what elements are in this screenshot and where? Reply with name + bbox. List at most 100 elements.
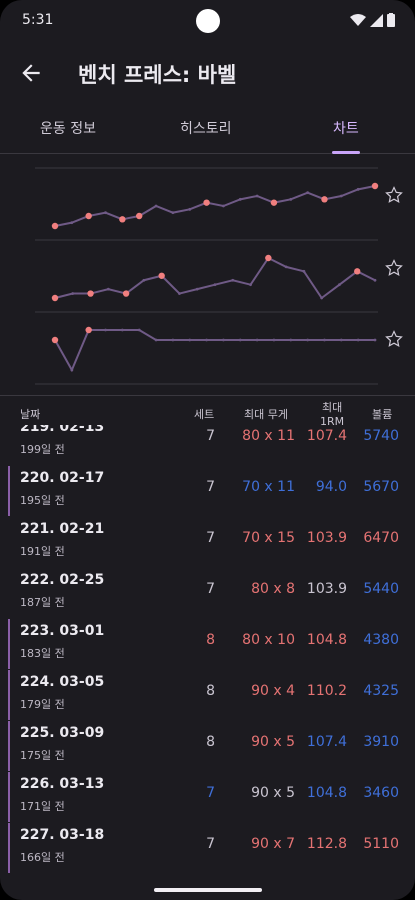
row-days-ago: 191일 전	[20, 545, 65, 558]
chart-point	[255, 338, 259, 342]
row-volume: 3910	[363, 734, 399, 750]
status-icons	[350, 13, 395, 27]
table-row[interactable]: 225. 03-09 175일 전 8 90 x 5 107.4 3910	[0, 721, 415, 771]
row-max-weight: 90 x 5	[251, 734, 295, 750]
star-outline-icon[interactable]	[385, 330, 403, 348]
row-date: 222. 02-25	[20, 572, 105, 588]
row-volume: 5110	[363, 836, 399, 852]
row-max-1rm: 94.0	[315, 479, 347, 495]
table-row[interactable]: 224. 03-05 179일 전 8 90 x 4 110.2 4325	[0, 670, 415, 720]
row-accent-bar	[8, 721, 10, 771]
table-row[interactable]: 227. 03-18 166일 전 7 90 x 7 112.8 5110	[0, 823, 415, 873]
row-max-1rm: 107.4	[306, 428, 347, 444]
header-volume: 볼륨	[372, 408, 393, 421]
charts-svg	[35, 167, 379, 385]
row-days-ago: 199일 전	[20, 443, 65, 456]
row-sets: 8	[206, 683, 215, 699]
row-volume: 6470	[363, 530, 399, 546]
row-volume: 3460	[363, 785, 399, 801]
row-sets: 7	[206, 581, 215, 597]
row-sets: 7	[206, 785, 215, 801]
chart-point	[272, 338, 276, 342]
tab-indicator	[332, 151, 360, 154]
chart-point	[87, 290, 94, 297]
row-days-ago: 195일 전	[20, 494, 65, 507]
header-sets: 세트	[194, 408, 215, 421]
row-sets: 7	[206, 428, 215, 444]
row-accent-bar	[8, 466, 10, 516]
table-row[interactable]: 222. 02-25 187일 전 7 80 x 8 103.9 5440	[0, 568, 415, 618]
chart-point	[222, 204, 225, 208]
chart-point	[51, 336, 59, 344]
table-row[interactable]: 221. 02-21 191일 전 7 70 x 15 103.9 6470	[0, 517, 415, 567]
row-date: 221. 02-21	[20, 521, 105, 537]
chart-series-line	[54, 185, 376, 227]
row-max-weight: 70 x 11	[242, 479, 295, 495]
chart-point	[106, 287, 110, 291]
chart-point	[104, 328, 107, 332]
row-accent-bar	[8, 619, 10, 669]
table-row[interactable]: 223. 03-01 183일 전 8 80 x 10 104.8 4380	[0, 619, 415, 669]
row-days-ago: 171일 전	[20, 800, 65, 813]
chart-point	[339, 194, 343, 198]
tab-bar: 운동 정보 히스토리 차트	[0, 108, 415, 154]
row-max-1rm: 103.9	[306, 530, 347, 546]
row-max-weight: 80 x 10	[242, 632, 295, 648]
chart-point	[188, 207, 192, 211]
chart-point	[142, 278, 146, 282]
chart-point	[238, 197, 242, 201]
chart-point	[249, 283, 252, 287]
header-date: 날짜	[20, 408, 41, 421]
chart-point	[320, 296, 324, 300]
chart-series-line	[54, 329, 375, 373]
status-time: 5:31	[22, 12, 54, 28]
chart-point	[136, 212, 143, 220]
header-max-1rm: 최대	[322, 401, 343, 414]
row-max-1rm: 103.9	[306, 581, 347, 597]
chart-point	[213, 283, 217, 287]
camera-cutout	[196, 9, 220, 33]
chart-point	[178, 292, 181, 295]
tab-chart[interactable]: 차트	[333, 121, 359, 137]
arrow-back-icon[interactable]	[18, 60, 44, 86]
chart-point	[373, 278, 377, 282]
chart-point	[71, 292, 75, 295]
chart-point	[188, 338, 192, 342]
star-outline-icon[interactable]	[385, 186, 403, 204]
row-sets: 7	[206, 836, 215, 852]
tab-exercise-info[interactable]: 운동 정보	[40, 121, 96, 137]
row-accent-bar	[8, 772, 10, 822]
chart-point	[203, 199, 210, 206]
table-header: 날짜 세트 최대 무게 최대 1RM 볼륨	[0, 395, 415, 435]
chart-point	[122, 290, 130, 297]
home-indicator[interactable]	[154, 888, 262, 892]
chart-point	[158, 272, 165, 279]
page-title: 벤치 프레스: 바벨	[78, 63, 237, 87]
tab-history[interactable]: 히스토리	[180, 121, 232, 137]
chart-point	[373, 338, 377, 342]
chart-point	[231, 278, 235, 282]
star-outline-icon[interactable]	[385, 259, 403, 277]
chart-point	[306, 191, 310, 195]
chart-point	[70, 368, 74, 372]
chart-point	[104, 211, 107, 215]
chart-point	[302, 269, 306, 273]
status-bar: 5:31	[0, 0, 415, 40]
row-volume: 5740	[363, 428, 399, 444]
chart-point	[119, 216, 126, 223]
chart-point	[339, 338, 343, 342]
chart-point	[289, 197, 293, 201]
chart-point	[371, 182, 379, 190]
signal-icon	[370, 13, 383, 27]
row-days-ago: 175일 전	[20, 749, 65, 762]
chart-point	[171, 338, 175, 342]
row-max-weight: 80 x 8	[251, 581, 295, 597]
table-row[interactable]: 226. 03-13 171일 전 7 90 x 5 104.8 3460	[0, 772, 415, 822]
battery-icon	[387, 13, 395, 27]
chart-point	[270, 199, 278, 206]
history-table: 219. 02-13 199일 전 7 80 x 11 107.4 5740 220. 02…	[0, 425, 415, 875]
table-row[interactable]: 220. 02-17 195일 전 7 70 x 11 94.0 5670	[0, 466, 415, 516]
row-max-weight: 90 x 5	[251, 785, 295, 801]
table-row[interactable]: 219. 02-13 199일 전 7 80 x 11 107.4 5740	[0, 425, 415, 465]
row-max-weight: 70 x 15	[242, 530, 295, 546]
